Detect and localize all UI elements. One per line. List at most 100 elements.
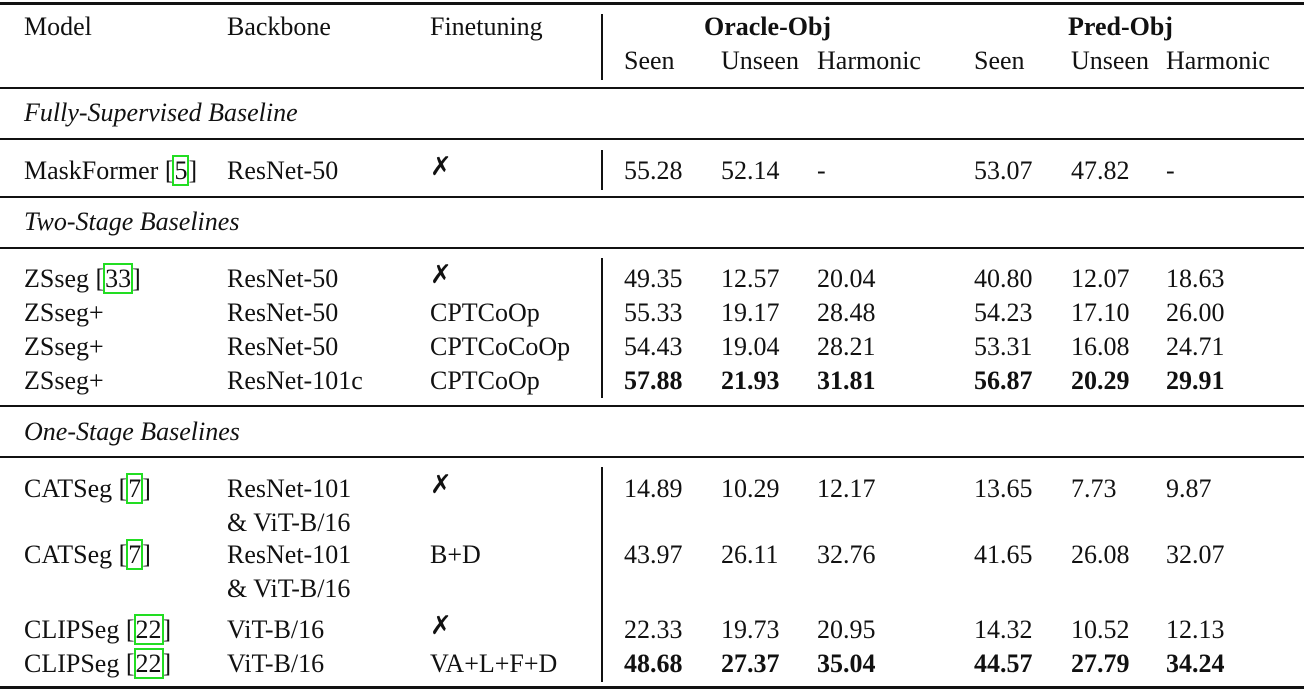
metric-value: 40.80 xyxy=(974,264,1033,293)
metric-value: 28.21 xyxy=(817,332,876,361)
metric-value: - xyxy=(1166,156,1175,185)
finetuning: B+D xyxy=(430,540,481,569)
citation-close: ] xyxy=(142,540,151,569)
section-title: Two-Stage Baselines xyxy=(24,207,240,236)
metric-value: 34.24 xyxy=(1166,649,1225,678)
metric-value: 19.17 xyxy=(721,298,780,327)
model-label: ZSseg+ xyxy=(24,298,104,327)
model-name: CATSeg [7] xyxy=(24,539,151,570)
metric-value: 55.33 xyxy=(624,298,683,327)
metric-value: 14.32 xyxy=(974,615,1033,644)
model-name: CLIPSeg [22] xyxy=(24,648,171,679)
metric-value: 12.07 xyxy=(1071,264,1130,293)
metric-value: 16.08 xyxy=(1071,332,1130,361)
metric-value: 24.71 xyxy=(1166,332,1225,361)
column-divider xyxy=(601,14,603,80)
citation-link[interactable]: 7 xyxy=(126,539,144,570)
metric-value: 43.97 xyxy=(624,540,683,569)
header-finetuning: Finetuning xyxy=(430,12,543,41)
citation-link[interactable]: 5 xyxy=(172,155,190,186)
model-label: CATSeg [ xyxy=(24,540,128,569)
section-rule xyxy=(0,196,1304,198)
model-name: CLIPSeg [22] xyxy=(24,614,171,645)
header-pred-obj: Pred-Obj xyxy=(1068,12,1173,41)
cross-mark-icon: ✗ xyxy=(430,470,452,500)
metric-value: 57.88 xyxy=(624,366,683,395)
section-title: Fully-Supervised Baseline xyxy=(24,98,298,127)
header-model: Model xyxy=(24,12,92,41)
metric-value: 26.11 xyxy=(721,540,779,569)
metric-value: 12.13 xyxy=(1166,615,1225,644)
metric-value: 32.76 xyxy=(817,540,876,569)
backbone: ResNet-50 xyxy=(227,156,339,185)
header-seen: Seen xyxy=(624,46,675,75)
model-name: ZSseg [33] xyxy=(24,263,141,294)
citation-link[interactable]: 7 xyxy=(126,473,144,504)
model-name: MaskFormer [5] xyxy=(24,155,198,186)
cross-mark-icon: ✗ xyxy=(430,611,452,641)
metric-value: 10.29 xyxy=(721,474,780,503)
backbone: ResNet-101c xyxy=(227,366,363,395)
citation-close: ] xyxy=(132,264,141,293)
citation-link[interactable]: 22 xyxy=(133,648,164,679)
metric-value: 35.04 xyxy=(817,649,876,678)
section-title: One-Stage Baselines xyxy=(24,417,240,446)
section-rule xyxy=(0,247,1304,249)
metric-value: 49.35 xyxy=(624,264,683,293)
backbone: ResNet-50 xyxy=(227,298,339,327)
model-label: MaskFormer [ xyxy=(24,156,174,185)
metric-value: 48.68 xyxy=(624,649,683,678)
metric-value: 44.57 xyxy=(974,649,1033,678)
metric-value: 20.95 xyxy=(817,615,876,644)
metric-value: 54.43 xyxy=(624,332,683,361)
finetuning: VA+L+F+D xyxy=(430,649,558,678)
metric-value: 53.07 xyxy=(974,156,1033,185)
metric-value: 27.79 xyxy=(1071,649,1130,678)
backbone: & ViT-B/16 xyxy=(227,574,351,603)
metric-value: 7.73 xyxy=(1071,474,1117,503)
metric-value: 22.33 xyxy=(624,615,683,644)
metric-value: 10.52 xyxy=(1071,615,1130,644)
header-backbone: Backbone xyxy=(227,12,331,41)
cross-mark-icon: ✗ xyxy=(430,260,452,290)
model-label: ZSseg+ xyxy=(24,366,104,395)
backbone: ResNet-101 xyxy=(227,474,352,503)
header-unseen: Unseen xyxy=(1071,46,1149,75)
citation-close: ] xyxy=(188,156,198,185)
citation-close: ] xyxy=(142,474,151,503)
citation-link[interactable]: 33 xyxy=(103,263,134,294)
metric-value: 55.28 xyxy=(624,156,683,185)
backbone: ResNet-50 xyxy=(227,332,339,361)
metric-value: 19.73 xyxy=(721,615,780,644)
finetuning: CPTCoOp xyxy=(430,366,540,395)
metric-value: 29.91 xyxy=(1166,366,1225,395)
model-label: ZSseg+ xyxy=(24,332,104,361)
metric-value: 32.07 xyxy=(1166,540,1225,569)
header-oracle-obj: Oracle-Obj xyxy=(704,12,832,41)
column-divider xyxy=(601,150,603,190)
metric-value: 19.04 xyxy=(721,332,780,361)
metric-value: 31.81 xyxy=(817,366,876,395)
metric-value: 47.82 xyxy=(1071,156,1130,185)
bottom-rule xyxy=(0,686,1304,689)
backbone: ViT-B/16 xyxy=(227,615,325,644)
metric-value: 27.37 xyxy=(721,649,780,678)
header-harmonic: Harmonic xyxy=(817,46,921,75)
finetuning: CPTCoCoOp xyxy=(430,332,571,361)
metric-value: 20.29 xyxy=(1071,366,1130,395)
cross-mark-icon: ✗ xyxy=(430,152,452,182)
metric-value: 26.08 xyxy=(1071,540,1130,569)
metric-value: 12.57 xyxy=(721,264,780,293)
backbone: ResNet-101 xyxy=(227,540,352,569)
metric-value: 13.65 xyxy=(974,474,1033,503)
metric-value: 54.23 xyxy=(974,298,1033,327)
citation-link[interactable]: 22 xyxy=(133,614,164,645)
metric-value: 14.89 xyxy=(624,474,683,503)
model-name: CATSeg [7] xyxy=(24,473,151,504)
header-unseen: Unseen xyxy=(721,46,799,75)
metric-value: - xyxy=(817,156,826,185)
metric-value: 28.48 xyxy=(817,298,876,327)
backbone: ResNet-50 xyxy=(227,264,339,293)
model-name: ZSseg+ xyxy=(24,366,104,396)
section-rule xyxy=(0,456,1304,458)
